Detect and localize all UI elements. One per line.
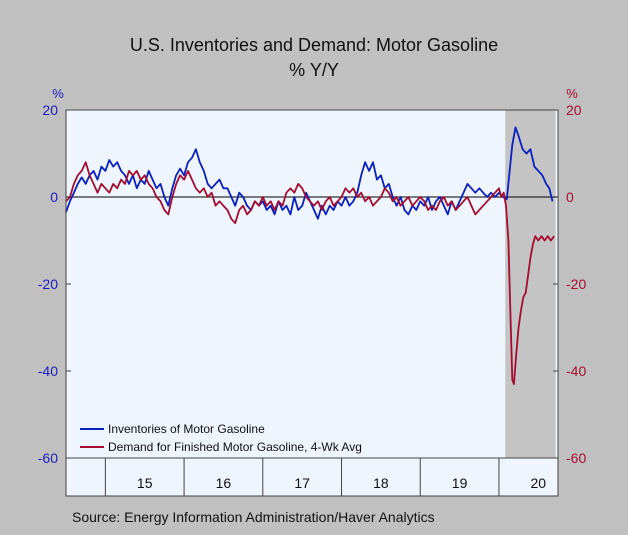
right-tick-label: -60 <box>566 450 586 466</box>
left-tick-label: 20 <box>42 102 58 118</box>
x-axis-band <box>65 457 559 497</box>
right-axis-unit: % <box>566 86 578 101</box>
series-layer <box>65 126 555 385</box>
x-tick-label: 19 <box>452 475 468 491</box>
x-tick-label: 18 <box>373 475 389 491</box>
x-tick-label: 17 <box>294 475 310 491</box>
left-tick-label: -20 <box>38 276 58 292</box>
right-tick-label: 0 <box>566 189 574 205</box>
series-line-demand <box>65 161 555 385</box>
chart-subtitle: % Y/Y <box>289 60 339 80</box>
left-tick-label: -40 <box>38 363 58 379</box>
legend-label-demand: Demand for Finished Motor Gasoline, 4-Wk… <box>108 440 362 454</box>
x-tick-label: 20 <box>531 475 547 491</box>
recession-shading <box>505 110 556 458</box>
plot-area <box>66 110 558 458</box>
left-tick-label: -60 <box>38 450 58 466</box>
right-tick-label: -20 <box>566 276 586 292</box>
legend: Inventories of Motor Gasoline Demand for… <box>80 422 362 454</box>
right-tick-label: -40 <box>566 363 586 379</box>
left-axis-unit: % <box>52 86 64 101</box>
series-line-inventories <box>65 126 554 220</box>
left-tick-label: 0 <box>50 189 58 205</box>
right-tick-label: 20 <box>566 102 582 118</box>
source-note: Source: Energy Information Administratio… <box>72 509 435 525</box>
legend-label-inventories: Inventories of Motor Gasoline <box>108 422 265 436</box>
x-axis: 15 16 17 18 19 20 <box>104 458 547 496</box>
x-tick-label: 16 <box>216 475 232 491</box>
chart-title: U.S. Inventories and Demand: Motor Gasol… <box>130 35 498 55</box>
x-tick-label: 15 <box>137 475 153 491</box>
right-axis: -60 -40 -20 0 20 <box>553 102 586 466</box>
